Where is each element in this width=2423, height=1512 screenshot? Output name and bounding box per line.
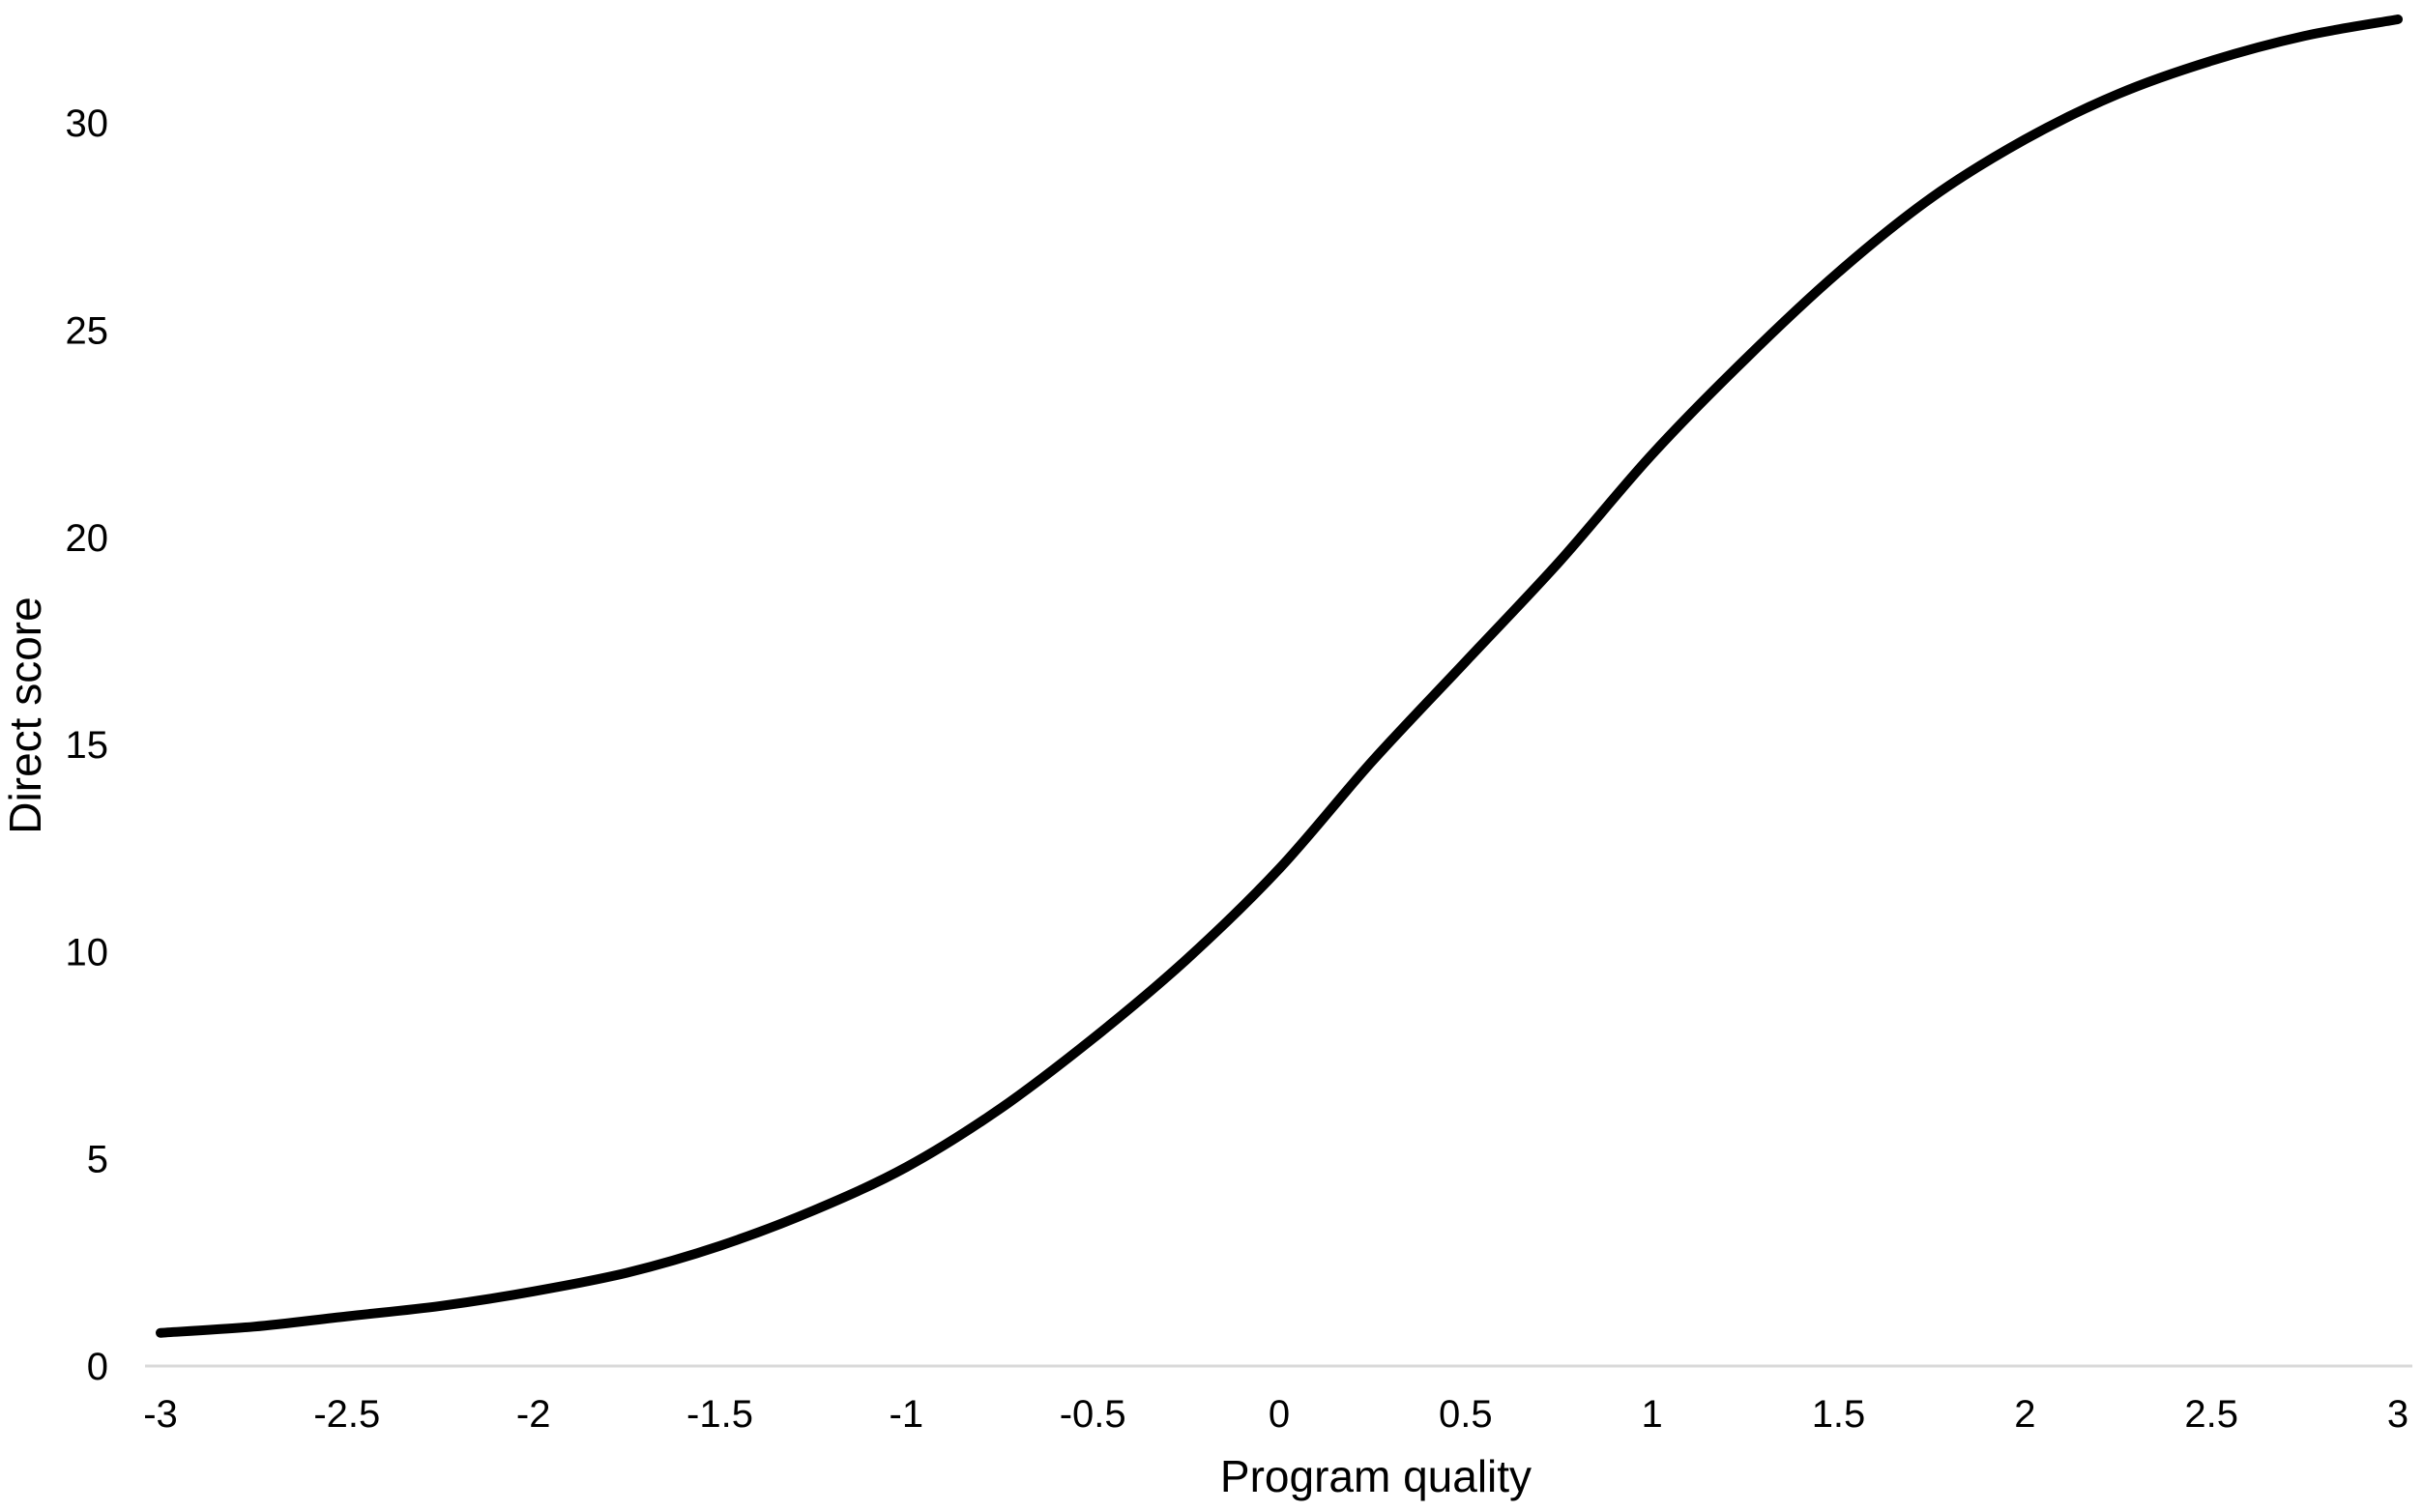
y-tick-label: 5 [87, 1139, 108, 1181]
y-tick-label: 30 [66, 102, 109, 145]
x-tick-label: -2 [516, 1393, 551, 1436]
x-axis-title: Program quality [1220, 1451, 1532, 1501]
x-tick-label: -1.5 [686, 1393, 753, 1436]
y-axis-title: Direct score [0, 596, 50, 833]
y-tick-label: 0 [87, 1346, 108, 1388]
x-tick-label: -0.5 [1060, 1393, 1126, 1436]
x-tick-label: 0.5 [1439, 1393, 1493, 1436]
y-tick-label: 15 [66, 724, 109, 767]
x-tick-label: 2 [2014, 1393, 2035, 1436]
x-tick-label: -2.5 [313, 1393, 380, 1436]
x-tick-label: 2.5 [2184, 1393, 2238, 1436]
series-line [156, 15, 2403, 1338]
y-tick-labels: 0 5 10 15 20 25 30 [66, 102, 109, 1388]
y-tick-label: 10 [66, 931, 109, 974]
x-tick-label: -3 [143, 1393, 178, 1436]
x-tick-label: 3 [2387, 1393, 2408, 1436]
y-tick-label: 25 [66, 309, 109, 352]
x-tick-label: 1.5 [1812, 1393, 1866, 1436]
series-layer [156, 15, 2403, 1338]
x-tick-labels: -3 -2.5 -2 -1.5 -1 -0.5 0 0.5 1 1.5 2 2.5 3 [143, 1393, 2408, 1436]
x-tick-label: 1 [1642, 1393, 1663, 1436]
x-tick-label: -1 [890, 1393, 924, 1436]
y-tick-label: 20 [66, 517, 109, 560]
x-tick-label: 0 [1269, 1393, 1290, 1436]
